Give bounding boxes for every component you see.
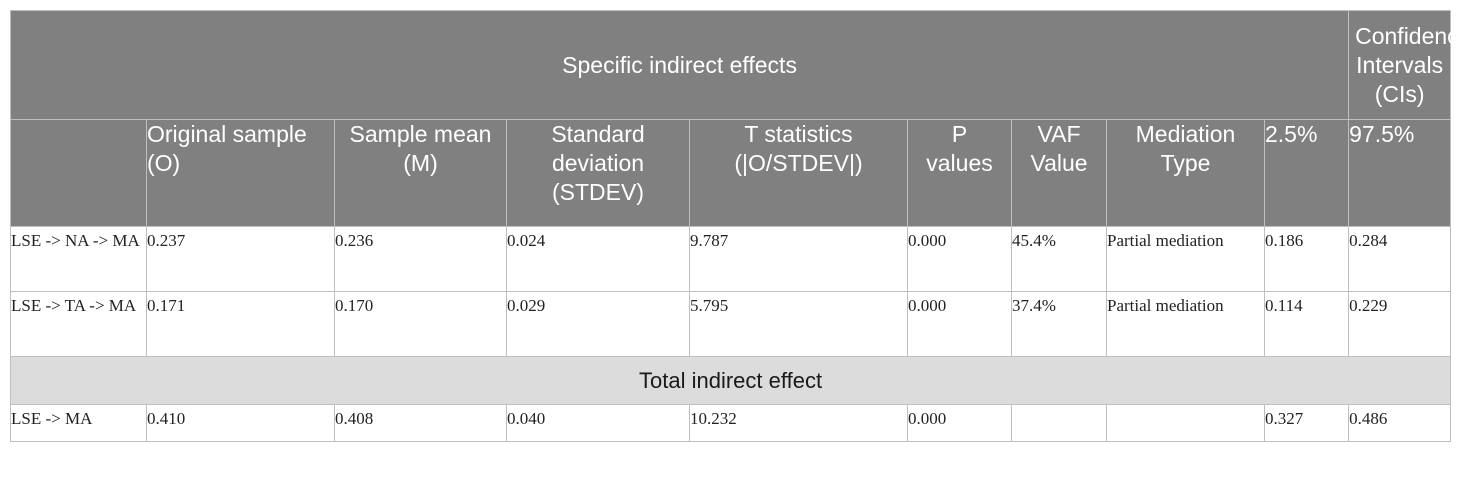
cell-t-statistics: 5.795 <box>689 291 908 357</box>
col-header-ci-lower: 2.5% <box>1263 119 1350 227</box>
cell-ci-upper: 0.284 <box>1348 226 1452 292</box>
section-row: Total indirect effect <box>9 356 1452 405</box>
cell-ci-lower: 0.114 <box>1263 291 1350 357</box>
cell-mediation-type: Partial mediation <box>1106 291 1265 357</box>
cell-p-values: 0.000 <box>907 226 1012 292</box>
cell-ci-lower: 0.186 <box>1263 226 1350 292</box>
cell-ci-upper: 0.486 <box>1348 404 1452 442</box>
cell-vaf-value <box>1011 404 1107 442</box>
cell-sample-mean: 0.408 <box>334 404 507 442</box>
cell-original-sample: 0.410 <box>146 404 335 442</box>
col-header-stdev: Standard deviation (STDEV) <box>506 119 690 227</box>
cell-vaf-value: 37.4% <box>1011 291 1107 357</box>
cell-original-sample: 0.171 <box>146 291 335 357</box>
ci-header: Confidence Intervals (CIs) <box>1348 10 1460 120</box>
col-header-mediation-type: Mediation Type <box>1106 119 1265 227</box>
group-header: Specific indirect effects <box>9 10 1350 120</box>
cell-t-statistics: 10.232 <box>689 404 908 442</box>
section-label: Total indirect effect <box>9 356 1452 405</box>
cell-stdev: 0.024 <box>506 226 690 292</box>
cell-path: LSE -> TA -> MA <box>10 291 147 357</box>
cell-ci-upper: 0.229 <box>1348 291 1452 357</box>
indirect-effects-table: Specific indirect effects Confidence Int… <box>9 10 1460 442</box>
cell-mediation-type <box>1106 404 1265 442</box>
cell-vaf-value: 45.4% <box>1011 226 1107 292</box>
col-header-original-sample: Original sample (O) <box>146 119 335 227</box>
cell-t-statistics: 9.787 <box>689 226 908 292</box>
col-header-ci-upper: 97.5% <box>1348 119 1452 227</box>
col-header-path <box>10 119 147 227</box>
cell-original-sample: 0.237 <box>146 226 335 292</box>
table-row-total: LSE -> MA 0.410 0.408 0.040 10.232 0.000… <box>10 404 1452 442</box>
cell-p-values: 0.000 <box>907 291 1012 357</box>
cell-path: LSE -> MA <box>10 404 147 442</box>
table-row: LSE -> NA -> MA 0.237 0.236 0.024 9.787 … <box>10 226 1452 292</box>
col-header-sample-mean: Sample mean (M) <box>334 119 507 227</box>
cell-p-values: 0.000 <box>907 404 1012 442</box>
col-header-p-values: P values <box>907 119 1012 227</box>
cell-stdev: 0.029 <box>506 291 690 357</box>
table-row: LSE -> TA -> MA 0.171 0.170 0.029 5.795 … <box>10 291 1452 357</box>
col-header-t-statistics: T statistics (|O/STDEV|) <box>689 119 908 227</box>
cell-stdev: 0.040 <box>506 404 690 442</box>
cell-mediation-type: Partial mediation <box>1106 226 1265 292</box>
cell-ci-lower: 0.327 <box>1263 404 1350 442</box>
cell-path: LSE -> NA -> MA <box>10 226 147 292</box>
col-header-vaf-value: VAF Value <box>1011 119 1107 227</box>
cell-sample-mean: 0.170 <box>334 291 507 357</box>
cell-sample-mean: 0.236 <box>334 226 507 292</box>
